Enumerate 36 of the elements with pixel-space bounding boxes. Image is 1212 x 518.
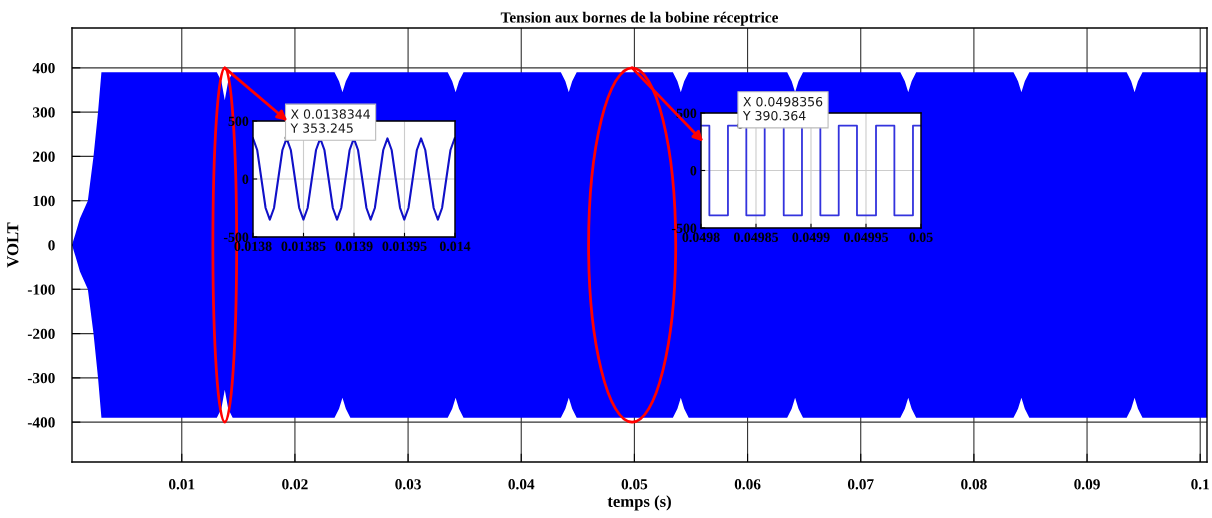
annotation: X 0.0138344 Y 353.245 xyxy=(290,109,370,133)
y-tick-label: -200 xyxy=(27,328,55,340)
x-axis-title: temps (s) xyxy=(607,495,671,511)
x-tick-label: 0.0139 xyxy=(335,241,373,251)
x-tick-label: 0.04995 xyxy=(843,232,889,242)
x-tick-label: 0.08 xyxy=(961,479,987,490)
x-tick-label: 0.0498 xyxy=(682,232,720,242)
y-tick-label: -300 xyxy=(27,373,55,384)
x-tick-label: 0.02 xyxy=(282,479,308,490)
y-tick-label: -100 xyxy=(27,284,55,295)
y-tick-label: 200 xyxy=(33,151,55,162)
annotation: X 0.0498356 Y 390.364 xyxy=(742,96,823,121)
x-tick-label: 0.01395 xyxy=(382,241,427,251)
y-axis-title: VOLT xyxy=(7,222,19,268)
y-tick-label: 300 xyxy=(32,107,55,118)
y-tick-label: 400 xyxy=(32,63,55,74)
x-tick-label: 0.03 xyxy=(395,479,421,490)
y-tick-label: 100 xyxy=(33,195,55,207)
x-tick-label: 0.07 xyxy=(847,479,874,490)
x-tick-label: 0.05 xyxy=(909,232,933,242)
y-tick-label: -400 xyxy=(27,417,55,428)
y-tick-label: 0 xyxy=(242,174,249,184)
y-tick-label: 500 xyxy=(676,108,697,118)
x-tick-label: 0.1 xyxy=(1191,479,1209,490)
x-tick-label: 0.01385 xyxy=(281,241,326,251)
x-tick-label: 0.014 xyxy=(439,241,471,251)
x-tick-label: 0.04 xyxy=(508,479,535,490)
x-tick-label: 0.04985 xyxy=(733,232,779,242)
x-tick-label: 0.01 xyxy=(168,479,195,490)
y-tick-label: 0 xyxy=(690,166,697,176)
x-tick-label: 0.0499 xyxy=(792,232,830,242)
x-tick-label: 0.06 xyxy=(734,479,761,490)
x-tick-label: 0.05 xyxy=(621,479,648,490)
x-tick-label: 0.09 xyxy=(1074,479,1100,490)
y-tick-label: 0 xyxy=(48,240,55,251)
chart-title: Tension aux bornes de la bobine réceptrice xyxy=(500,11,779,26)
